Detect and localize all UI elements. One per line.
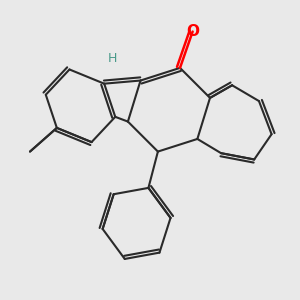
Text: H: H [107,52,117,65]
Text: O: O [186,24,199,39]
